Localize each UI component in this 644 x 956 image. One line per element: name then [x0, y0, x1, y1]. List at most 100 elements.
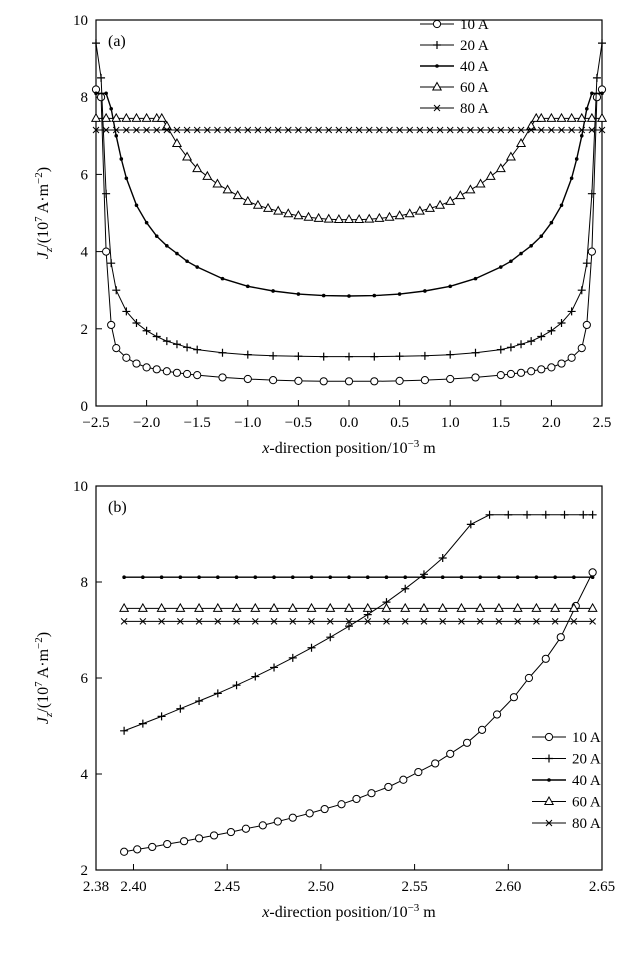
data-point — [381, 602, 392, 612]
data-point — [590, 575, 595, 579]
legend-marker — [547, 778, 551, 782]
data-point — [587, 602, 598, 612]
y-tick-label: 2 — [81, 863, 89, 879]
data-point — [471, 348, 480, 357]
data-point — [505, 151, 516, 161]
y-tick-label: 4 — [81, 245, 89, 261]
legend-label: 20 A — [572, 752, 601, 768]
data-point — [345, 352, 353, 361]
legend-label: 80 A — [572, 816, 601, 832]
data-point — [383, 618, 390, 625]
data-point — [524, 673, 534, 683]
data-point — [303, 211, 314, 221]
legend-marker — [431, 81, 443, 91]
data-point — [517, 340, 526, 349]
data-point — [319, 377, 328, 386]
data-point — [495, 618, 503, 625]
legend-label: 60 A — [460, 80, 489, 96]
data-point — [523, 510, 532, 519]
x-axis-title: x-direction position/10−3 m — [261, 438, 436, 457]
data-point — [122, 307, 131, 316]
legend-entry: 80 A — [420, 101, 489, 117]
data-point — [365, 126, 373, 134]
data-point — [478, 575, 482, 579]
data-point — [539, 234, 544, 238]
data-point — [241, 824, 251, 833]
legend-entry: 20 A — [420, 38, 489, 54]
data-point — [172, 368, 182, 377]
data-point — [367, 789, 376, 798]
data-point — [485, 170, 496, 180]
data-point — [397, 292, 402, 296]
data-point — [313, 212, 324, 222]
y-tick-label: 4 — [81, 767, 89, 783]
data-point — [119, 157, 124, 161]
data-point — [122, 353, 131, 362]
data-point — [142, 326, 151, 335]
data-point — [158, 618, 165, 625]
data-point — [143, 126, 150, 134]
data-point — [133, 126, 140, 134]
data-point — [438, 554, 447, 562]
data-point — [497, 126, 505, 134]
data-point — [319, 352, 328, 361]
data-point — [370, 352, 379, 361]
data-point — [576, 112, 587, 122]
data-point — [514, 618, 522, 625]
data-point — [251, 618, 259, 625]
data-point — [264, 126, 272, 134]
x-tick-label: −2.5 — [82, 415, 109, 431]
data-point — [352, 794, 361, 804]
data-point — [579, 510, 588, 519]
data-point — [404, 208, 415, 218]
data-point — [138, 719, 147, 728]
data-point — [183, 343, 192, 352]
data-point — [592, 73, 601, 82]
data-point — [309, 575, 314, 579]
data-point — [251, 672, 260, 681]
data-point — [326, 633, 335, 642]
x-tick-label: 2.50 — [308, 879, 334, 895]
data-point — [213, 689, 222, 698]
legend-entry: 60 A — [532, 795, 601, 811]
data-point — [354, 214, 365, 224]
legend-marker — [432, 19, 442, 29]
data-point — [173, 126, 181, 134]
data-point — [466, 520, 475, 529]
x-tick-label: 2.5 — [593, 415, 612, 431]
data-point — [406, 126, 414, 134]
data-point — [473, 276, 478, 281]
data-point — [579, 134, 584, 138]
data-point — [589, 618, 596, 625]
data-point — [588, 568, 597, 577]
data-point — [96, 93, 106, 102]
legend-label: 10 A — [460, 17, 489, 33]
data-point — [271, 289, 275, 293]
data-point — [363, 610, 372, 619]
data-point — [163, 839, 172, 849]
data-point — [141, 575, 145, 579]
data-point — [577, 344, 586, 353]
series-line — [124, 572, 594, 853]
data-point — [566, 112, 577, 122]
x-tick-label: −0.5 — [285, 415, 312, 431]
data-point — [234, 126, 242, 134]
data-point — [440, 575, 445, 579]
data-point — [526, 120, 537, 130]
data-point — [527, 337, 536, 346]
data-point — [343, 602, 355, 612]
data-point — [396, 126, 403, 134]
series-60a — [90, 112, 608, 224]
data-point — [102, 189, 111, 198]
series-10a — [120, 568, 597, 856]
data-point — [284, 126, 292, 134]
data-point — [493, 602, 504, 612]
legend-marker — [543, 795, 555, 805]
data-point — [577, 286, 586, 295]
x-tick-label: −1.5 — [184, 415, 211, 431]
data-point — [162, 367, 171, 376]
data-point — [420, 351, 429, 360]
data-point — [475, 178, 486, 188]
data-point — [527, 126, 535, 134]
